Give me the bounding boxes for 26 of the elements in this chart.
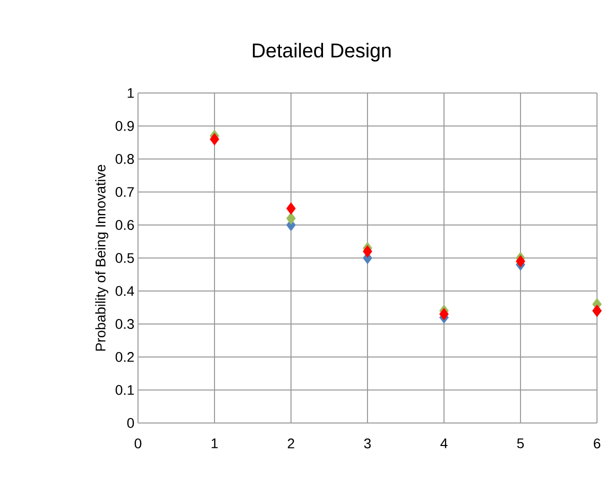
point <box>362 245 372 258</box>
y-tick-label: 0.2 <box>116 352 134 362</box>
y-tick-label: 0.8 <box>116 154 134 164</box>
y-tick-label: 0.3 <box>116 319 134 329</box>
y-tick-label: 0.5 <box>116 253 134 263</box>
y-tick-label: 0.9 <box>116 121 134 131</box>
x-tick-label: 1 <box>212 438 218 448</box>
point <box>210 133 220 146</box>
x-tick-label: 3 <box>364 438 371 448</box>
y-axis-title: Probability of Being Innovative <box>95 164 108 351</box>
y-tick-label: 1 <box>128 88 134 98</box>
chart-title: Detailed Design <box>252 42 391 62</box>
x-tick-label: 4 <box>440 438 448 448</box>
x-tick-label: 0 <box>134 438 142 448</box>
y-tick-label: 0.7 <box>116 187 134 197</box>
y-tick-label: 0.6 <box>116 220 134 230</box>
point <box>286 202 296 215</box>
y-tick-label: 0.1 <box>116 385 134 395</box>
y-tick-label: 0.4 <box>116 286 134 296</box>
x-tick-label: 2 <box>288 438 294 448</box>
y-tick-label: 0 <box>127 418 134 428</box>
x-tick-label: 5 <box>517 438 524 448</box>
point <box>516 255 526 268</box>
x-tick-label: 6 <box>594 438 600 448</box>
point <box>286 212 296 225</box>
point <box>439 308 449 320</box>
